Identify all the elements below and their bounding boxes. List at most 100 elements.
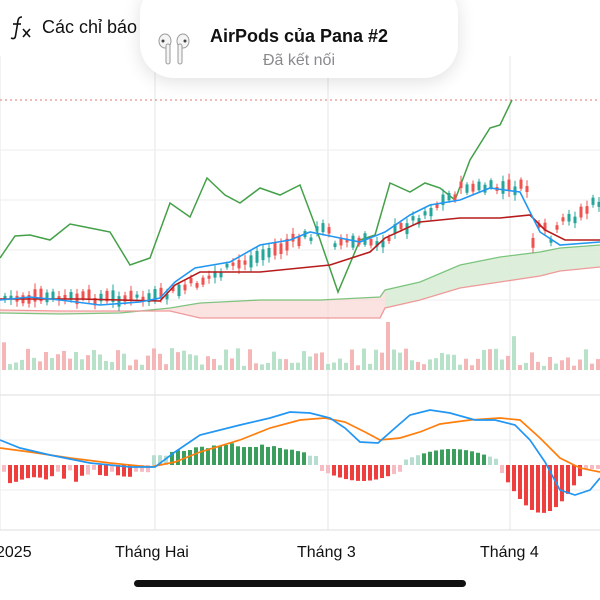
macd-line: [0, 409, 600, 496]
macd-histogram-bar: [422, 453, 426, 465]
airpods-connection-popup[interactable]: AirPods của Pana #2 Đã kết nối: [140, 0, 458, 78]
macd-histogram-bar: [194, 447, 198, 465]
volume-bar: [2, 342, 6, 370]
base-line: [0, 214, 600, 302]
macd-histogram-bar: [38, 465, 42, 478]
candle-body: [261, 249, 265, 261]
home-indicator[interactable]: [134, 580, 466, 587]
macd-histogram-bar: [116, 465, 120, 476]
macd-histogram-bar: [578, 465, 582, 477]
candle-body: [339, 238, 343, 246]
candle-body: [327, 227, 331, 234]
indicators-button[interactable]: Các chỉ báo: [42, 17, 138, 37]
macd-histogram-bar: [362, 465, 366, 481]
volume-bar: [524, 362, 528, 370]
macd-histogram-bar: [518, 465, 522, 499]
volume-bar: [338, 358, 342, 370]
macd-histogram-bar: [236, 446, 240, 465]
volume-bar: [326, 363, 330, 370]
candle-body: [129, 290, 133, 301]
volume-bar: [392, 349, 396, 370]
candle-body: [69, 292, 73, 300]
macd-histogram-bar: [596, 465, 600, 469]
macd-histogram-bar: [248, 446, 252, 465]
volume-bar: [578, 359, 582, 370]
macd-histogram-bar: [206, 448, 210, 465]
macd-histogram-bar: [224, 445, 228, 465]
macd-histogram-bar: [290, 449, 294, 465]
volume-bar: [482, 349, 486, 370]
candle-body: [177, 284, 181, 297]
macd-histogram-bar: [308, 455, 312, 465]
macd-histogram-bar: [212, 445, 216, 465]
candle-body: [567, 213, 571, 222]
volume-bar: [200, 364, 204, 370]
macd-histogram-bar: [104, 465, 108, 476]
macd-histogram-bar: [500, 465, 504, 473]
volume-bar: [20, 359, 24, 370]
volume-bar: [74, 351, 78, 370]
volume-bar: [440, 353, 444, 370]
macd-histogram-bar: [320, 465, 324, 471]
price-panel: [0, 99, 600, 319]
macd-histogram-bar: [2, 465, 6, 472]
macd-histogram-bar: [140, 465, 144, 472]
candle-body: [447, 192, 451, 201]
volume-bar: [62, 350, 66, 370]
x-tick-label: Tháng 4: [480, 544, 539, 561]
candle-body: [219, 271, 223, 278]
volume-bar: [554, 363, 558, 370]
volume-bar: [8, 364, 12, 370]
candle-body: [381, 240, 385, 248]
volume-bar: [458, 364, 462, 370]
macd-histogram-bar: [254, 447, 258, 465]
volume-bar: [182, 350, 186, 370]
x-tick-label: Tháng Hai: [115, 544, 189, 561]
candle-body: [591, 197, 595, 205]
macd-histogram-bar: [32, 465, 36, 478]
volume-bar: [386, 322, 390, 370]
macd-histogram-bar: [440, 449, 444, 465]
macd-histogram-bar: [512, 465, 516, 492]
candle-body: [579, 206, 583, 218]
macd-histogram-bar: [548, 465, 552, 512]
candle-body: [273, 242, 277, 256]
candle-body: [435, 204, 439, 208]
candle-body: [441, 194, 445, 206]
macd-histogram-bar: [74, 465, 78, 482]
candle-body: [519, 179, 523, 189]
volume-bar: [350, 349, 354, 370]
macd-histogram-bar: [260, 444, 264, 465]
volume-bar: [158, 353, 162, 370]
volume-bar: [152, 348, 156, 370]
macd-histogram-bar: [200, 446, 204, 465]
macd-histogram-bar: [506, 465, 510, 483]
macd-histogram-bar: [494, 458, 498, 465]
candle-body: [471, 183, 475, 192]
function-fx-icon[interactable]: [8, 14, 34, 40]
volume-bar: [512, 336, 516, 370]
macd-histogram-bar: [410, 457, 414, 465]
volume-bar: [122, 353, 126, 370]
volume-bar: [188, 354, 192, 370]
candle-body: [99, 293, 103, 302]
volume-bar: [242, 365, 246, 370]
candle-body: [123, 295, 127, 302]
volume-bar: [296, 362, 300, 370]
volume-bar: [506, 355, 510, 370]
macd-histogram-bar: [584, 465, 588, 469]
macd-histogram-bar: [62, 465, 66, 479]
volume-bar: [374, 349, 378, 370]
macd-histogram-bar: [530, 465, 534, 510]
candle-body: [225, 263, 229, 268]
candle-body: [93, 297, 97, 306]
volume-bar: [176, 352, 180, 370]
macd-histogram-bar: [314, 456, 318, 465]
macd-histogram-bar: [428, 451, 432, 465]
volume-bar: [50, 358, 54, 370]
macd-histogram-bar: [218, 445, 222, 465]
candle-body: [237, 260, 241, 269]
macd-histogram-bar: [482, 454, 486, 465]
macd-histogram-bar: [164, 455, 168, 465]
